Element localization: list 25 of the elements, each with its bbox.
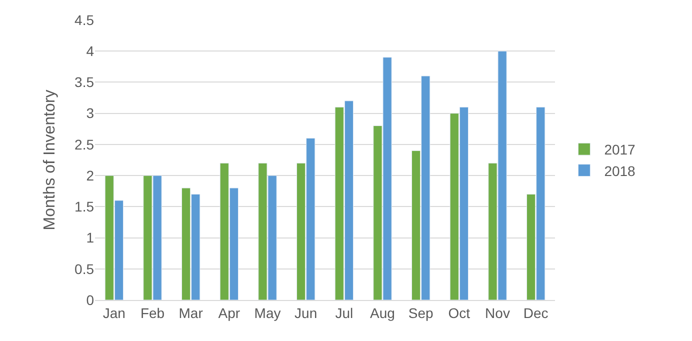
y-tick-label: 4	[86, 43, 94, 60]
y-tick-label: 4.5	[74, 12, 94, 28]
y-tick-label: 3.5	[74, 74, 94, 90]
y-tick-label: 3	[86, 105, 94, 122]
x-tick-label: May	[254, 304, 281, 321]
y-tick-label: 1.5	[74, 198, 94, 215]
x-tick-label: Oct	[448, 304, 470, 321]
x-tick-label: Dec	[523, 304, 548, 321]
y-tick-label: 0.5	[74, 260, 94, 277]
y-tick-label: 1	[86, 230, 94, 246]
x-tick-label: Sep	[408, 304, 434, 321]
x-tick-label: Jul	[335, 304, 354, 321]
x-tick-label: Feb	[140, 304, 165, 321]
y-tick-label: 2.5	[74, 136, 94, 152]
x-tick-label: Aug	[370, 304, 395, 321]
x-tick-label: Apr	[218, 304, 240, 321]
y-tick-label: 0	[86, 292, 94, 308]
x-tick-label: Nov	[485, 304, 510, 321]
x-tick-label: Jan	[102, 304, 126, 321]
y-axis-title: Months of Inventory	[41, 90, 58, 230]
y-tick-label: 2	[86, 167, 94, 184]
legend-label: 2017	[604, 142, 636, 158]
x-tick-label: Jun	[294, 304, 318, 321]
x-tick-label: Mar	[178, 304, 204, 321]
legend-label: 2018	[604, 162, 636, 179]
